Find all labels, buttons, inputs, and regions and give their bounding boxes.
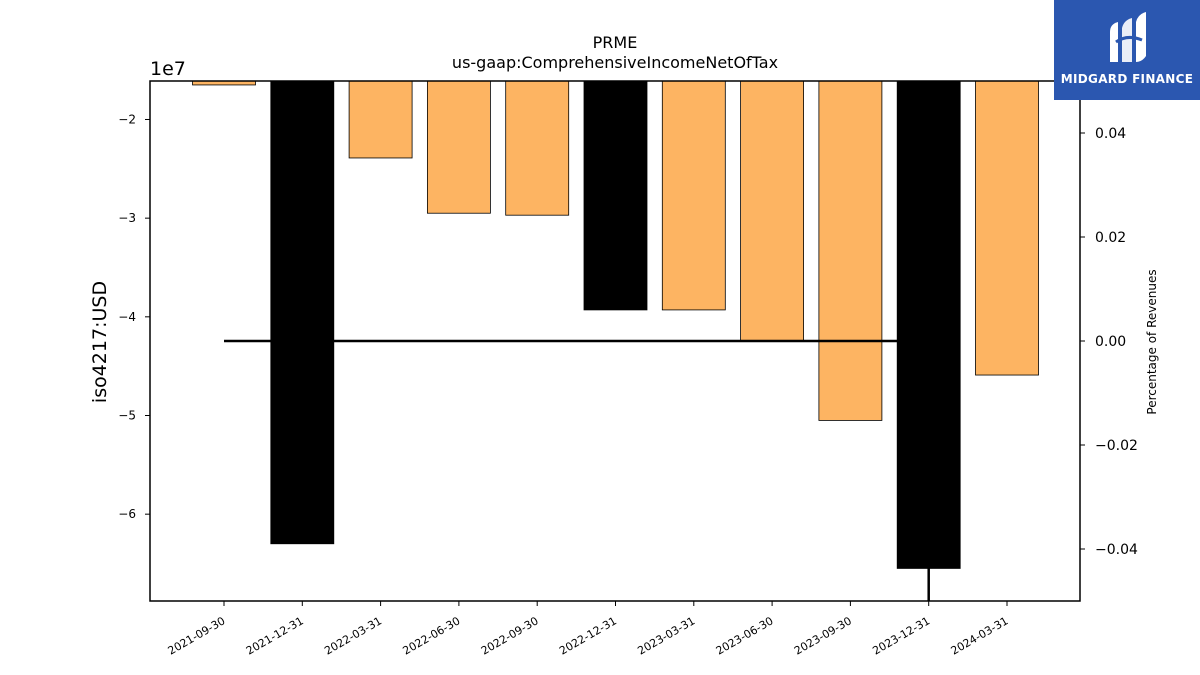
- x-tick-label-2022-12-31: 2022-12-31: [557, 614, 619, 657]
- bar-2022-09-30: [505, 80, 570, 216]
- y-axis-ticks: −2 −3 −4 −5 −6: [118, 112, 150, 521]
- x-tick-label-2024-03-31: 2024-03-31: [949, 614, 1011, 657]
- y-tick-label: −5: [118, 408, 136, 422]
- bar-2022-03-31: [348, 80, 413, 159]
- y2-axis-ticks: 0.04 0.02 0.00 −0.02 −0.04: [1080, 126, 1138, 558]
- y-tick-label: −4: [118, 310, 136, 324]
- y2-tick-label: −0.02: [1095, 438, 1138, 454]
- bar-2023-09-30: [818, 80, 883, 421]
- x-tick-label-2021-09-30: 2021-09-30: [166, 614, 228, 657]
- bar-2023-03-31: [661, 80, 726, 311]
- chart-subtitle: us-gaap:ComprehensiveIncomeNetOfTax: [452, 53, 778, 72]
- y-multiplier-label: 1e7: [150, 58, 186, 80]
- y-tick-label: −6: [118, 507, 136, 521]
- y2-tick-label: −0.04: [1095, 542, 1138, 558]
- bar-2022-12-31: [583, 80, 648, 311]
- x-tick-label-2023-06-30: 2023-06-30: [714, 614, 776, 657]
- x-tick-label-2022-06-30: 2022-06-30: [401, 614, 463, 657]
- x-tick-label-2022-09-30: 2022-09-30: [479, 614, 541, 657]
- y2-tick-label: 0.04: [1095, 126, 1126, 142]
- y2-tick-label: 0.00: [1095, 334, 1126, 350]
- bar-2024-03-31: [975, 80, 1039, 376]
- percentage-line-group: [224, 339, 930, 601]
- x-tick-label-2022-03-31: 2022-03-31: [322, 614, 384, 657]
- y-tick-label: −2: [118, 112, 136, 126]
- chart-title: PRME: [593, 33, 638, 52]
- y2-axis-label: Percentage of Revenues: [1145, 269, 1159, 414]
- bars: [192, 80, 1039, 569]
- x-tick-label-2023-12-31: 2023-12-31: [870, 614, 932, 657]
- x-tick-label-2021-12-31: 2021-12-31: [244, 614, 306, 657]
- x-tick-label-2023-09-30: 2023-09-30: [792, 614, 854, 657]
- logo-text: MIDGARD FINANCE: [1060, 72, 1194, 86]
- x-tick-label-2023-03-31: 2023-03-31: [635, 614, 697, 657]
- midgard-finance-logo: MIDGARD FINANCE: [1054, 0, 1200, 100]
- bar-2023-06-30: [740, 80, 804, 342]
- logo-mark-icon: [1110, 12, 1146, 62]
- bar-2021-12-31: [270, 80, 335, 545]
- x-axis-ticks: 2021-09-30 2021-12-31 2022-03-31 2022-06-30…: [166, 601, 1011, 658]
- y-axis-label: iso4217:USD: [89, 281, 111, 403]
- y-tick-label: −3: [118, 211, 136, 225]
- bar-2022-06-30: [426, 80, 491, 214]
- y2-tick-label: 0.02: [1095, 230, 1126, 246]
